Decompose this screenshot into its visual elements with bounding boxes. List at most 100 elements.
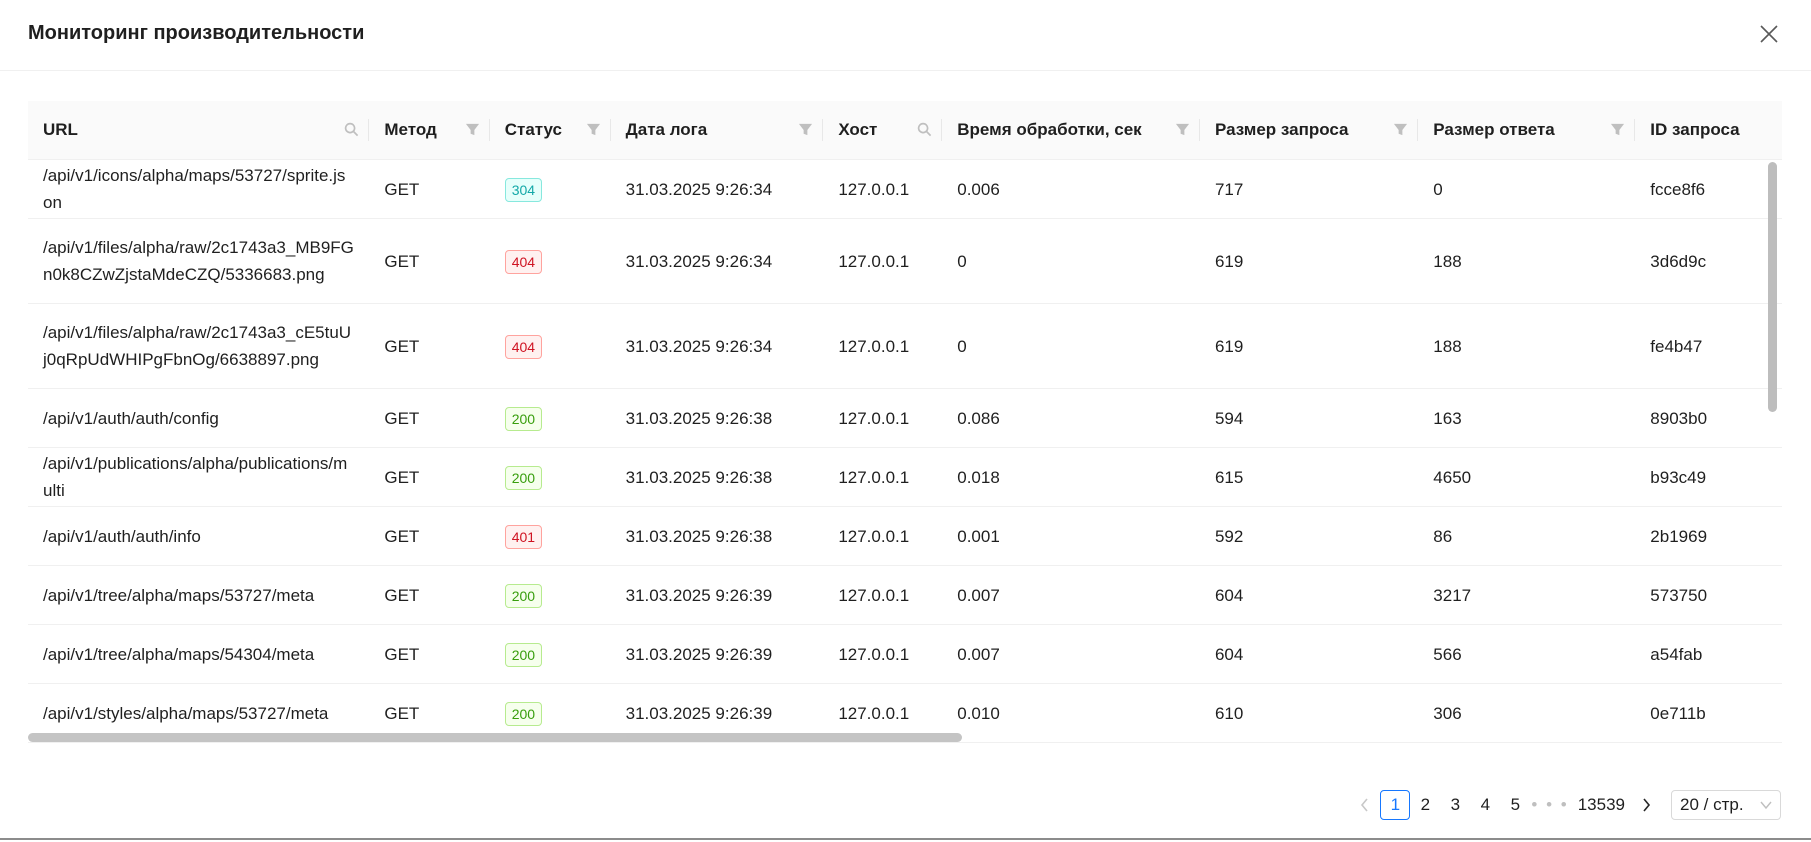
method-cell: GET [369,447,490,507]
column-header[interactable]: Хост [823,101,943,160]
filter-icon[interactable] [1175,122,1190,137]
column-header[interactable]: Размер запроса [1199,101,1419,160]
method-cell: GET [369,624,490,684]
column-divider [941,119,943,141]
column-header-label: Время обработки, сек [957,120,1142,139]
page-size-select[interactable]: 20 / стр. [1671,790,1781,820]
status-cell: 401 [489,506,611,566]
host-cell: 127.0.0.1 [823,447,943,507]
page-button-5[interactable]: 5 [1510,795,1521,814]
table-row[interactable]: /api/v1/publications/alpha/publications/… [28,447,1782,507]
table-row[interactable]: /api/v1/tree/alpha/maps/53727/meta GET 200… [28,565,1782,625]
request-id-cell: fe4b47 [1635,303,1782,389]
status-badge: 404 [504,334,543,359]
url-cell: /api/v1/tree/alpha/maps/54304/meta [28,624,370,684]
vertical-scrollbar[interactable] [1768,162,1777,412]
method-cell: GET [369,388,490,448]
status-badge: 404 [504,249,543,274]
filter-icon[interactable] [1610,122,1625,137]
status-badge: 200 [504,701,543,726]
horizontal-scrollbar[interactable] [28,733,962,742]
request-id-cell: 8903b0 [1635,388,1782,448]
column-divider [1417,119,1419,141]
page-button-4[interactable]: 4 [1480,795,1491,814]
host-cell: 127.0.0.1 [823,624,943,684]
date-cell: 31.03.2025 9:26:34 [610,218,824,304]
response-size-cell: 4650 [1418,447,1636,507]
request-size-cell: 615 [1199,447,1419,507]
date-cell: 31.03.2025 9:26:39 [610,624,824,684]
status-badge: 200 [504,642,543,667]
page-button-last[interactable]: 13539 [1577,795,1625,814]
column-header[interactable]: URL [28,101,370,160]
close-button[interactable] [1757,22,1781,46]
response-size-cell: 0 [1418,159,1636,219]
table-row[interactable]: /api/v1/files/alpha/raw/2c1743a3_cE5tuUj… [28,303,1782,389]
status-badge: 200 [504,583,543,608]
filter-icon[interactable] [798,122,813,137]
filter-icon[interactable] [465,122,480,137]
request-id-cell: fcce8f6 [1635,159,1782,219]
column-header[interactable]: Время обработки, сек [942,101,1200,160]
date-cell: 31.03.2025 9:26:38 [610,447,824,507]
date-cell: 31.03.2025 9:26:38 [610,506,824,566]
method-cell: GET [369,218,490,304]
time-cell: 0 [942,303,1200,389]
column-divider [822,119,824,141]
filter-icon[interactable] [586,122,601,137]
status-cell: 200 [489,565,611,625]
next-page-button[interactable] [1631,790,1661,820]
request-size-cell: 610 [1199,683,1419,743]
page-button-2[interactable]: 2 [1420,795,1431,814]
prev-page-button[interactable] [1350,790,1380,820]
request-id-cell: 573750 [1635,565,1782,625]
time-cell: 0.018 [942,447,1200,507]
url-cell: /api/v1/icons/alpha/maps/53727/sprite.js… [28,159,370,219]
column-header[interactable]: Статус [489,101,611,160]
column-header[interactable]: Метод [369,101,490,160]
search-icon[interactable] [917,122,932,137]
request-size-cell: 619 [1199,303,1419,389]
table-row[interactable]: /api/v1/files/alpha/raw/2c1743a3_MB9FGn0… [28,218,1782,304]
table-row[interactable]: /api/v1/auth/auth/config GET 200 31.03.2025… [28,388,1782,448]
status-badge: 304 [504,177,543,202]
column-header-label: ID запроса [1650,120,1740,139]
request-size-cell: 592 [1199,506,1419,566]
date-cell: 31.03.2025 9:26:39 [610,565,824,625]
request-id-cell: b93c49 [1635,447,1782,507]
table-header-row: URL Метод Статус Дата лога Хост Время обработ… [28,101,1782,160]
status-cell: 200 [489,624,611,684]
request-size-cell: 619 [1199,218,1419,304]
column-header[interactable]: Размер ответа [1418,101,1636,160]
column-header[interactable]: ID запроса [1635,101,1782,160]
table-row[interactable]: /api/v1/icons/alpha/maps/53727/sprite.js… [28,159,1782,219]
url-cell: /api/v1/auth/auth/config [28,388,370,448]
column-header[interactable]: Дата лога [610,101,824,160]
page-size-value: 20 / стр. [1680,795,1744,814]
column-divider [1634,119,1636,141]
column-divider [488,119,490,141]
column-header-label: Хост [838,120,878,139]
column-header-label: Размер ответа [1433,120,1555,139]
response-size-cell: 3217 [1418,565,1636,625]
modal-header: Мониторинг производительности [0,0,1811,71]
page-button-3[interactable]: 3 [1450,795,1461,814]
filter-icon[interactable] [1393,122,1408,137]
close-icon[interactable] [1757,22,1781,46]
column-header-label: Метод [384,120,437,139]
table-row[interactable]: /api/v1/tree/alpha/maps/54304/meta GET 200… [28,624,1782,684]
table-row[interactable]: /api/v1/auth/auth/info GET 401 31.03.2025 9… [28,506,1782,566]
page-button-1[interactable]: 1 [1380,790,1411,820]
date-cell: 31.03.2025 9:26:34 [610,303,824,389]
search-icon[interactable] [344,122,359,137]
request-id-cell: 2b1969 [1635,506,1782,566]
response-size-cell: 306 [1418,683,1636,743]
request-size-cell: 604 [1199,624,1419,684]
time-cell: 0.007 [942,624,1200,684]
status-cell: 404 [489,303,611,389]
url-cell: /api/v1/files/alpha/raw/2c1743a3_cE5tuUj… [28,303,370,389]
jump-next-pages[interactable]: • • • [1531,795,1569,814]
column-header-label: Статус [504,120,563,139]
requests-table-container[interactable]: URL Метод Статус Дата лога Хост Время обработ… [28,101,1782,745]
